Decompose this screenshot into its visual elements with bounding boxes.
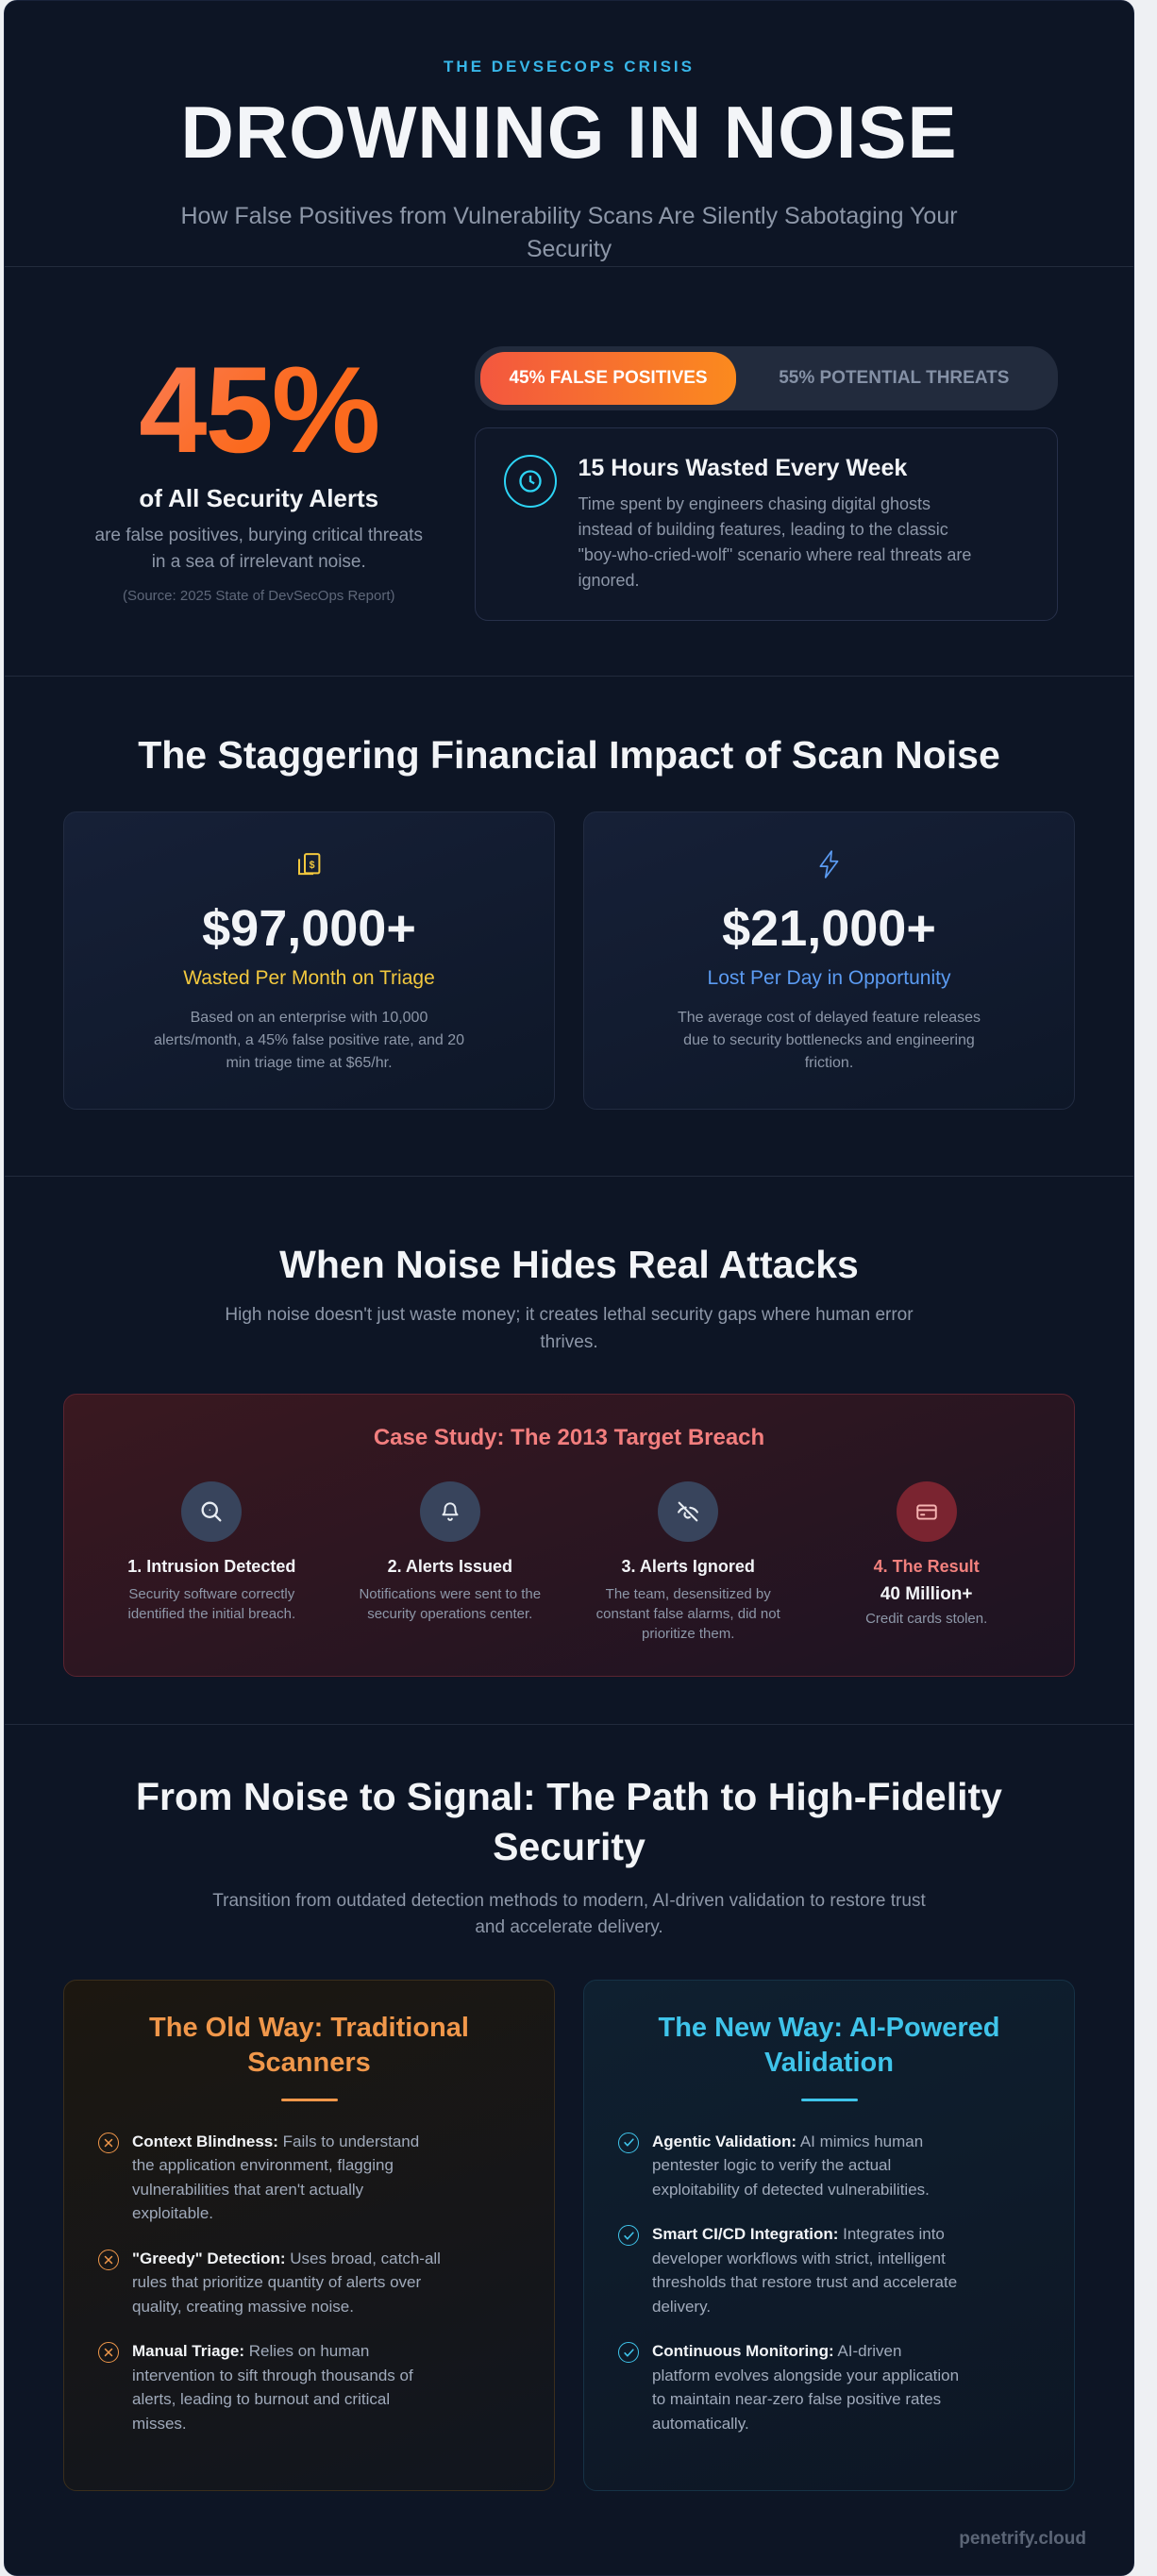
svg-text:$: $ bbox=[309, 860, 314, 871]
